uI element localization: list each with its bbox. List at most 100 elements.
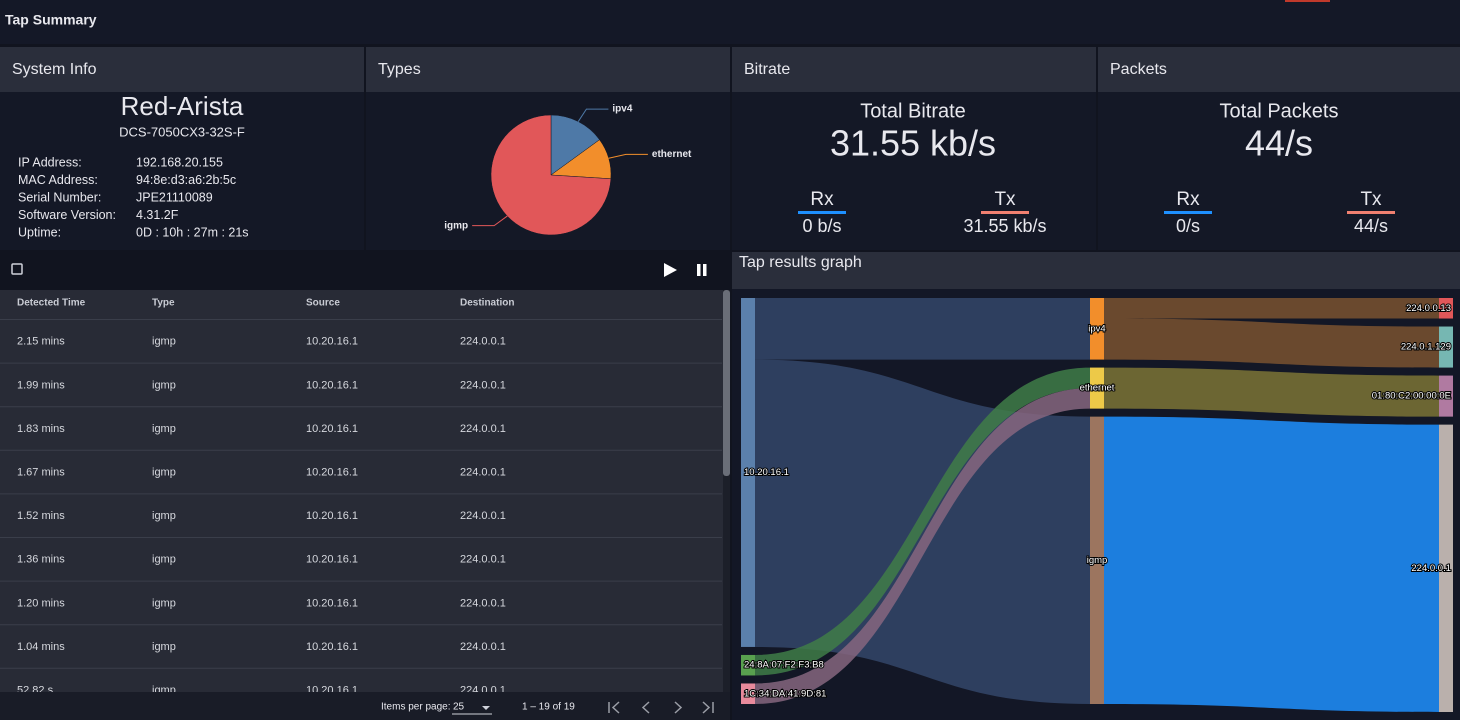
pause-button[interactable] bbox=[697, 264, 701, 276]
sankey-node bbox=[1439, 424, 1453, 712]
sankey-node bbox=[741, 654, 755, 676]
table-cell: 1.20 mins bbox=[17, 597, 65, 609]
sankey-link bbox=[1104, 416, 1439, 712]
card-header bbox=[732, 47, 1096, 92]
table-cell: igmp bbox=[152, 554, 176, 566]
table-cell: 224.0.0.1 bbox=[460, 336, 506, 348]
sankey-node bbox=[1090, 416, 1104, 704]
field-label: MAC Address: bbox=[18, 173, 98, 187]
tx-label: Tx bbox=[994, 189, 1016, 210]
table-cell: igmp bbox=[152, 467, 176, 479]
pie-leader bbox=[577, 108, 609, 122]
table-toolbar bbox=[0, 252, 730, 290]
sankey-node bbox=[1439, 326, 1453, 368]
tx-label: Tx bbox=[1360, 189, 1382, 210]
card-title: Types bbox=[378, 61, 421, 78]
sankey-link bbox=[755, 388, 1090, 704]
table-cell: 10.20.16.1 bbox=[306, 685, 358, 697]
page-size-dropdown[interactable] bbox=[482, 706, 490, 710]
table-cell: 1.67 mins bbox=[17, 467, 65, 479]
prev-page-button[interactable] bbox=[641, 701, 650, 714]
sankey-node bbox=[1090, 298, 1104, 360]
column-header: Detected Time bbox=[17, 298, 86, 309]
sankey-node bbox=[741, 683, 755, 704]
graph-header bbox=[732, 252, 1460, 289]
pie-leader bbox=[608, 153, 648, 159]
table-cell: 10.20.16.1 bbox=[306, 554, 358, 566]
table-cell: igmp bbox=[152, 510, 176, 522]
sankey-node-label: 224.0.0.1 bbox=[1411, 563, 1451, 574]
field-label: Serial Number: bbox=[18, 190, 101, 204]
table-body bbox=[0, 290, 730, 692]
sankey-node-label: ipv4 bbox=[1088, 323, 1105, 334]
items-per-page-label: Items per page: bbox=[381, 702, 450, 713]
table-cell: 224.0.0.1 bbox=[460, 510, 506, 522]
table-cell: 224.0.0.1 bbox=[460, 467, 506, 479]
table-header: Detected Time Type Source Destination bbox=[0, 298, 722, 320]
table-cell: 10.20.16.1 bbox=[306, 510, 358, 522]
pie-label: igmp bbox=[444, 220, 468, 231]
tx-underline bbox=[981, 211, 1029, 214]
page-size[interactable]: 25 bbox=[453, 702, 465, 713]
table-cell: 224.0.0.1 bbox=[460, 423, 506, 435]
sankey-node-label: 1C:34:DA:41:9D:81 bbox=[744, 688, 826, 699]
first-page-button[interactable] bbox=[608, 701, 620, 714]
sankey-node bbox=[1090, 367, 1104, 409]
field-label: Software Version: bbox=[18, 208, 116, 222]
table-cell: 10.20.16.1 bbox=[306, 379, 358, 391]
table-cell: igmp bbox=[152, 597, 176, 609]
table-cell: 10.20.16.1 bbox=[306, 641, 358, 653]
sankey-link bbox=[1104, 318, 1439, 368]
links bbox=[755, 298, 1439, 712]
field-value: 192.168.20.155 bbox=[136, 155, 223, 169]
pause-button[interactable] bbox=[703, 264, 707, 276]
page-range: 1 – 19 of 19 bbox=[522, 702, 575, 713]
scrollbar-track bbox=[723, 290, 730, 692]
tx-value: 44/s bbox=[1354, 216, 1388, 236]
last-page-button[interactable] bbox=[702, 701, 714, 714]
card-title: System Info bbox=[12, 61, 97, 78]
table-cell: 1.04 mins bbox=[17, 641, 65, 653]
sankey-node bbox=[741, 298, 755, 647]
table-cell: igmp bbox=[152, 423, 176, 435]
table-cell: 224.0.0.1 bbox=[460, 597, 506, 609]
table-cell: 1.99 mins bbox=[17, 379, 65, 391]
play-button[interactable] bbox=[664, 263, 677, 277]
pie-slice bbox=[490, 114, 612, 236]
field-label: IP Address: bbox=[18, 155, 82, 169]
card-title: Bitrate bbox=[744, 61, 790, 78]
sankey-node-label: 10.20.16.1 bbox=[744, 467, 789, 478]
page-title: Tap Summary bbox=[5, 12, 97, 28]
field-value: 94:8e:d3:a6:2b:5c bbox=[136, 173, 236, 187]
card-title: Packets bbox=[1110, 61, 1167, 78]
cards bbox=[0, 47, 1460, 250]
table-cell: 10.20.16.1 bbox=[306, 467, 358, 479]
table-cell: igmp bbox=[152, 641, 176, 653]
sankey-link bbox=[1104, 367, 1439, 417]
next-page-button[interactable] bbox=[674, 701, 683, 714]
sankey-node-label: 24:8A:07:F2:F3:B8 bbox=[744, 660, 824, 671]
sankey-link bbox=[755, 367, 1090, 676]
select-checkbox[interactable] bbox=[11, 263, 23, 275]
table-cell: 1.83 mins bbox=[17, 423, 65, 435]
tx-value: 31.55 kb/s bbox=[963, 216, 1046, 236]
sankey-node bbox=[1439, 298, 1453, 319]
field-value: 4.31.2F bbox=[136, 208, 179, 222]
table-cell: 10.20.16.1 bbox=[306, 597, 358, 609]
table-cell: 224.0.0.1 bbox=[460, 379, 506, 391]
card-header bbox=[1098, 47, 1460, 92]
table-cell: 224.0.0.1 bbox=[460, 685, 506, 697]
total-label: Total Bitrate bbox=[860, 100, 966, 122]
column-header: Destination bbox=[460, 298, 514, 309]
table-cell: igmp bbox=[152, 685, 176, 697]
scrollbar-thumb[interactable] bbox=[723, 290, 730, 476]
info-fields: IP Address: 192.168.20.155 MAC Address: 94:… bbox=[18, 155, 249, 239]
total-value: 44/s bbox=[1245, 123, 1313, 164]
table-cell: 1.52 mins bbox=[17, 510, 65, 522]
sankey-node-label: ethernet bbox=[1080, 383, 1115, 394]
sankey-diagram: 10.20.16.1 24:8A:07:F2:F3:B8 1C:34:DA:41:9… bbox=[741, 298, 1453, 712]
top-bar bbox=[0, 0, 1460, 44]
total-value: 31.55 kb/s bbox=[830, 123, 996, 164]
table-cell: igmp bbox=[152, 336, 176, 348]
